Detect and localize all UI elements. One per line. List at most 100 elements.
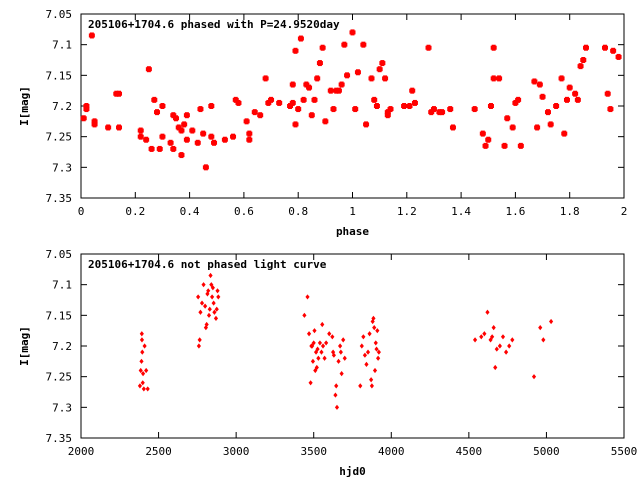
data-point (376, 349, 381, 355)
data-point (148, 145, 155, 152)
data-point (601, 44, 608, 51)
x-tick-label: 4000 (378, 445, 405, 458)
data-point (447, 106, 454, 113)
x-tick-label: 0.6 (234, 205, 254, 218)
y-tick-label: 7.2 (52, 100, 72, 113)
data-point (472, 337, 478, 343)
data-point (211, 139, 218, 146)
data-point (145, 386, 150, 392)
data-point (140, 380, 145, 386)
data-point (354, 69, 361, 76)
data-point (615, 53, 622, 60)
data-point (80, 115, 87, 122)
y-tick-label: 7.25 (46, 371, 73, 384)
data-point (375, 328, 380, 334)
data-point (358, 383, 363, 389)
data-point (363, 121, 370, 128)
data-point (490, 75, 497, 82)
data-point (197, 337, 202, 343)
data-point (314, 75, 321, 82)
data-point (207, 306, 212, 312)
x-tick-label: 2500 (145, 445, 172, 458)
data-point (371, 315, 376, 321)
x-tick-label: 1.2 (397, 205, 417, 218)
data-point (316, 60, 323, 67)
data-point (140, 349, 145, 355)
data-point (341, 337, 346, 343)
data-point (509, 124, 516, 131)
data-point (202, 164, 209, 171)
data-point (338, 81, 345, 88)
data-point (183, 136, 190, 143)
data-point (471, 106, 478, 113)
data-point (197, 106, 204, 113)
data-point (387, 106, 394, 113)
data-point (439, 109, 446, 116)
data-point (409, 87, 416, 94)
data-point (547, 121, 554, 128)
data-point (265, 99, 272, 106)
data-point (289, 99, 296, 106)
data-point (536, 81, 543, 88)
data-point (116, 124, 123, 131)
data-point (401, 103, 408, 109)
data-point (206, 288, 211, 294)
data-point (331, 352, 336, 358)
data-point (338, 343, 343, 349)
data-point (292, 47, 299, 54)
data-point (491, 325, 496, 331)
data-point (566, 84, 573, 91)
data-point (479, 334, 484, 340)
data-point (305, 294, 310, 300)
data-point (139, 358, 144, 364)
y-tick-label: 7.3 (52, 161, 72, 174)
data-point (367, 331, 372, 337)
data-point (208, 133, 215, 140)
plot-frame (80, 253, 625, 439)
x-tick-label: 0.8 (288, 205, 308, 218)
x-tick-label: 5000 (533, 445, 560, 458)
data-point (349, 29, 356, 36)
data-point (406, 103, 413, 109)
data-point (572, 90, 579, 97)
data-point (344, 72, 351, 79)
y-tick-label: 7.25 (46, 131, 73, 144)
data-point (138, 367, 143, 374)
y-tick-label: 7.35 (46, 432, 73, 445)
data-point (83, 103, 90, 109)
data-point (183, 112, 190, 119)
data-point (116, 90, 123, 97)
y-tick-label: 7.05 (46, 8, 73, 21)
data-point (208, 272, 213, 279)
x-tick-label: 0 (78, 205, 85, 218)
data-point (330, 334, 335, 340)
data-point (178, 127, 185, 134)
y-tick-label: 7.1 (52, 279, 72, 292)
data-point (341, 41, 348, 48)
data-point (140, 371, 146, 377)
data-point (204, 321, 209, 328)
data-point (209, 282, 214, 288)
data-point (295, 106, 302, 113)
data-point (214, 306, 219, 312)
data-point (539, 93, 546, 100)
data-point (181, 121, 188, 128)
data-point (320, 343, 326, 349)
y-tick-label: 7.2 (52, 340, 72, 353)
data-point (243, 118, 250, 125)
x-tick-label: 4500 (456, 445, 483, 458)
data-point (175, 124, 182, 131)
data-point (607, 106, 614, 113)
data-point (268, 96, 275, 103)
data-point (320, 321, 325, 328)
y-tick-label: 7.15 (46, 69, 73, 82)
data-point (154, 109, 161, 116)
data-point (203, 303, 208, 309)
data-point (324, 340, 329, 346)
data-point (374, 346, 379, 352)
data-point (145, 66, 152, 73)
y-tick-label: 7.05 (46, 248, 73, 261)
data-point (497, 343, 502, 349)
x-tick-label: 0.2 (125, 205, 145, 218)
